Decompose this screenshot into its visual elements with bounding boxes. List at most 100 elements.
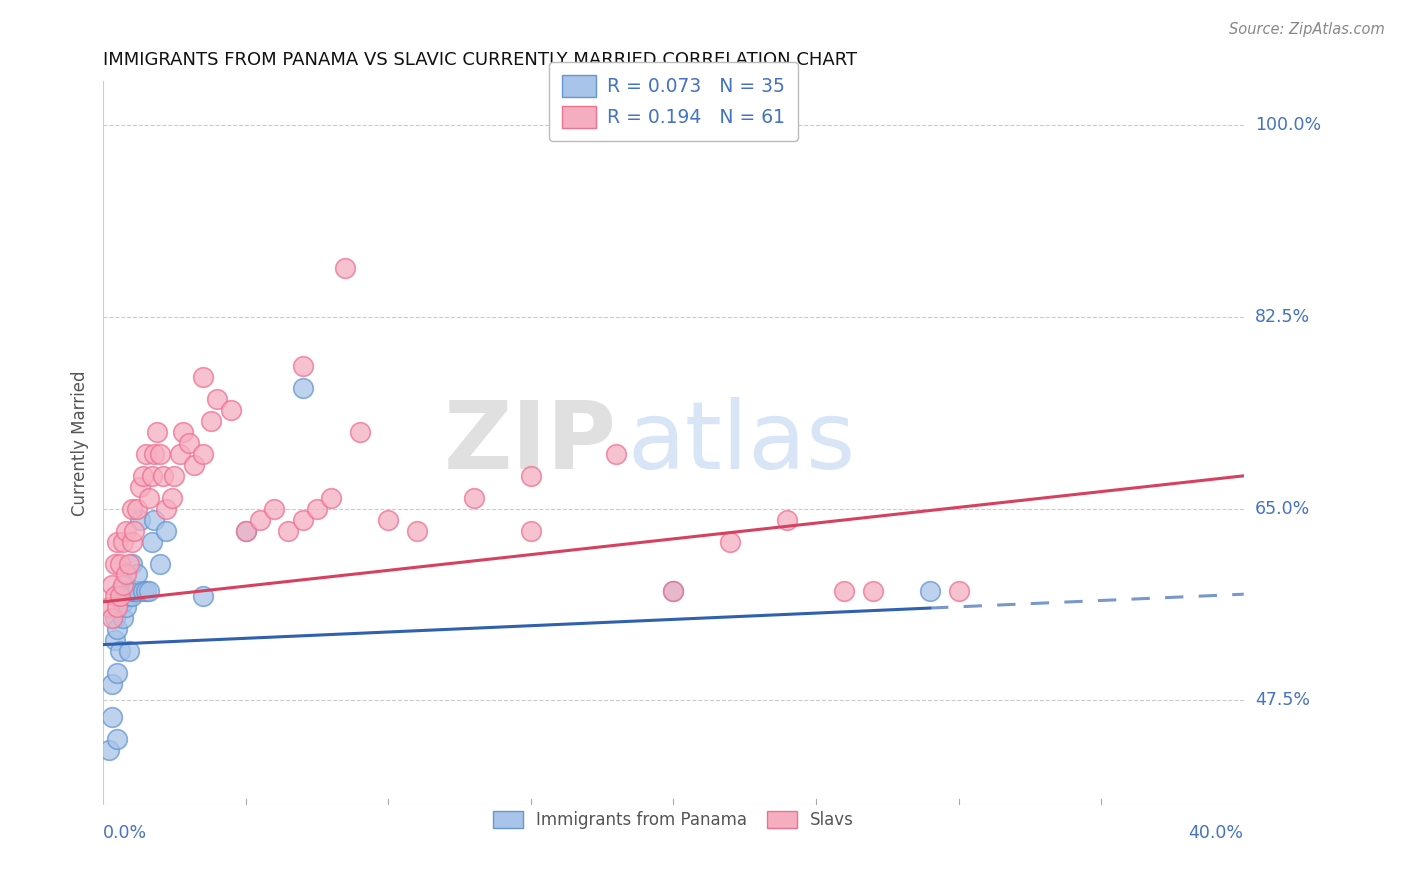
Point (112, 578, 135, 592)
Point (115, 567, 138, 582)
Point (169, 447, 191, 461)
Point (335, 260, 357, 275)
Point (149, 557, 172, 571)
Point (183, 458, 205, 472)
Point (103, 590, 125, 604)
Point (605, 447, 627, 461)
Point (138, 583, 160, 598)
Point (155, 524, 177, 538)
Point (191, 590, 214, 604)
Point (720, 534, 742, 549)
Point (112, 595, 135, 609)
Point (191, 447, 214, 461)
Text: 82.5%: 82.5% (1256, 308, 1310, 326)
Point (135, 583, 157, 598)
Text: 65.0%: 65.0% (1256, 500, 1310, 517)
Point (118, 557, 141, 571)
Point (149, 447, 172, 461)
Point (115, 600, 138, 615)
Point (100, 677, 122, 691)
Text: 47.5%: 47.5% (1256, 691, 1310, 709)
Point (263, 501, 285, 516)
Point (97, 743, 120, 757)
Point (834, 583, 856, 598)
Point (776, 513, 799, 527)
Point (124, 583, 146, 598)
Text: 0.0%: 0.0% (103, 824, 148, 842)
Point (129, 480, 152, 494)
Text: atlas: atlas (628, 397, 856, 489)
Point (291, 513, 314, 527)
Point (177, 436, 200, 450)
Point (143, 447, 166, 461)
Point (121, 590, 143, 604)
Point (463, 491, 485, 505)
Point (127, 567, 149, 582)
Point (143, 513, 166, 527)
Point (662, 583, 685, 598)
Text: 100.0%: 100.0% (1256, 116, 1322, 134)
Point (103, 633, 125, 648)
Point (132, 468, 155, 483)
Point (112, 534, 135, 549)
Point (155, 501, 177, 516)
Point (105, 622, 128, 636)
Point (115, 578, 138, 592)
Point (862, 583, 884, 598)
Point (97, 600, 120, 615)
Point (112, 611, 135, 625)
Point (100, 611, 122, 625)
Legend: Immigrants from Panama, Slavs: Immigrants from Panama, Slavs (486, 805, 860, 836)
Point (200, 414, 222, 428)
Point (152, 468, 174, 483)
Point (118, 590, 141, 604)
Point (105, 666, 128, 681)
Point (160, 491, 183, 505)
Point (105, 600, 128, 615)
Point (115, 524, 138, 538)
Point (249, 513, 271, 527)
Point (305, 501, 328, 516)
Point (163, 468, 186, 483)
Point (948, 583, 970, 598)
Point (191, 370, 214, 384)
Point (138, 491, 160, 505)
Point (918, 583, 941, 598)
Point (121, 557, 143, 571)
Point (235, 524, 257, 538)
Point (121, 534, 143, 549)
Point (127, 583, 149, 598)
Point (105, 731, 128, 746)
Point (520, 468, 543, 483)
Text: ZIP: ZIP (443, 397, 616, 489)
Point (121, 501, 143, 516)
Point (105, 534, 128, 549)
Point (291, 359, 314, 374)
Point (132, 583, 155, 598)
Point (321, 491, 343, 505)
Point (205, 392, 228, 406)
Text: 40.0%: 40.0% (1188, 824, 1244, 842)
Point (277, 524, 299, 538)
Y-axis label: Currently Married: Currently Married (72, 370, 89, 516)
Point (405, 524, 427, 538)
Point (110, 644, 132, 658)
Point (110, 590, 132, 604)
Point (377, 513, 399, 527)
Point (129, 513, 152, 527)
Point (291, 381, 314, 395)
Point (100, 578, 122, 592)
Text: Source: ZipAtlas.com: Source: ZipAtlas.com (1229, 22, 1385, 37)
Point (103, 557, 125, 571)
Point (110, 557, 132, 571)
Point (103, 611, 125, 625)
Point (235, 524, 257, 538)
Point (520, 524, 543, 538)
Point (121, 583, 143, 598)
Point (118, 644, 141, 658)
Point (127, 501, 149, 516)
Point (124, 524, 146, 538)
Text: IMMIGRANTS FROM PANAMA VS SLAVIC CURRENTLY MARRIED CORRELATION CHART: IMMIGRANTS FROM PANAMA VS SLAVIC CURRENT… (103, 51, 858, 69)
Point (146, 425, 169, 439)
Point (141, 468, 163, 483)
